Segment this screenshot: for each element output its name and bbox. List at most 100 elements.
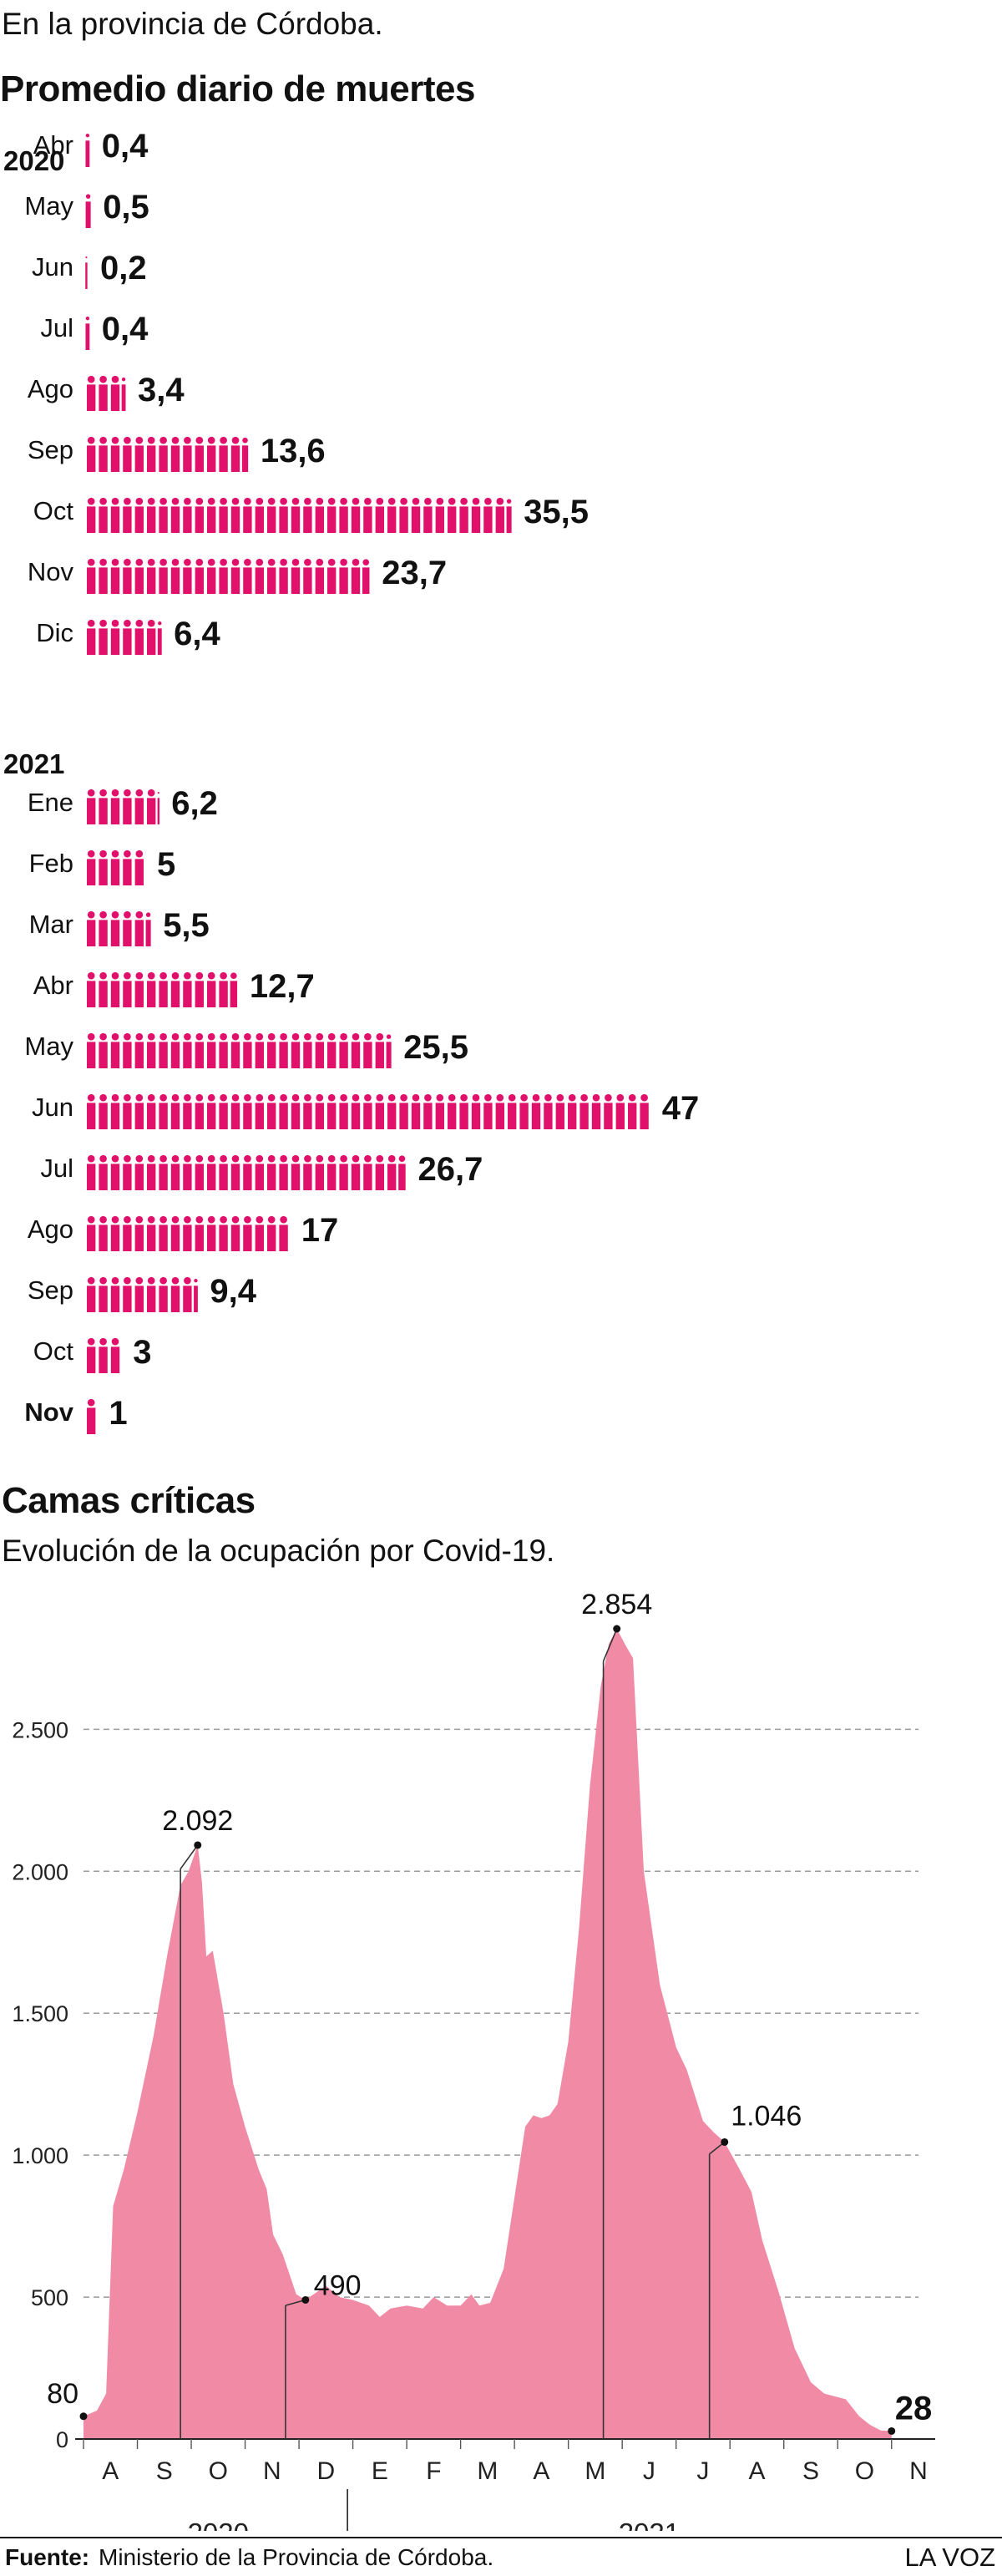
- year-label: 2021: [3, 748, 65, 779]
- intro-text: En la provincia de Córdoba.: [2, 7, 383, 41]
- bar-value-label: 26,7: [418, 1151, 483, 1188]
- bar: [87, 1093, 649, 1129]
- bar: [85, 316, 90, 350]
- bar-category-label: Mar: [28, 910, 73, 939]
- x-tick-label: F: [426, 2457, 441, 2485]
- annotation-dot: [194, 1841, 202, 1849]
- y-tick-label: 2.000: [12, 1859, 68, 1884]
- x-tick-label: O: [209, 2457, 228, 2485]
- bar-value-label: 13,6: [260, 433, 326, 469]
- annotation-label: 80: [47, 2378, 78, 2410]
- bar-value-label: 0,4: [101, 128, 149, 165]
- x-tick-label: N: [263, 2457, 281, 2485]
- x-tick-label: N: [909, 2457, 928, 2485]
- bar-value-label: 1: [109, 1395, 128, 1432]
- y-tick-label: 1.000: [12, 2143, 68, 2168]
- bar-category-label: Dic: [36, 618, 73, 647]
- bar-category-label: Ene: [27, 788, 73, 817]
- x-tick-label: S: [156, 2457, 173, 2485]
- x-tick-label: D: [316, 2457, 335, 2485]
- bar-value-label: 9,4: [210, 1273, 256, 1310]
- bar: [87, 910, 151, 946]
- annotation-label: 2.092: [162, 1805, 233, 1837]
- x-tick-label: E: [372, 2457, 388, 2485]
- bar-value-label: 12,7: [249, 968, 315, 1005]
- x-tick-label: A: [102, 2457, 119, 2485]
- bar: [87, 1032, 392, 1068]
- bar-category-label: Oct: [33, 496, 73, 525]
- bar-category-label: Jun: [32, 252, 73, 281]
- bar-category-label: Jun: [32, 1093, 73, 1122]
- bar: [87, 558, 370, 594]
- x-tick-label: A: [748, 2457, 765, 2485]
- annotation-dot: [888, 2426, 896, 2435]
- bar-category-label: Ago: [27, 374, 73, 403]
- beds-area-chart: 0 500 1.000 1.500 2.000 2.500 80 2.092 490 2.854 1…: [12, 1589, 935, 2531]
- bar-value-label: 6,4: [174, 616, 220, 652]
- annotation-leader: [180, 1844, 199, 1869]
- area-series: [84, 1629, 892, 2439]
- bar: [87, 1337, 120, 1373]
- footer-divider: [0, 2537, 1002, 2538]
- x-tick-label: A: [533, 2457, 549, 2485]
- y-tick-label: 500: [31, 2285, 68, 2310]
- bar-value-label: 5,5: [163, 907, 210, 944]
- bar-value-label: 17: [301, 1212, 339, 1249]
- year-label: 2020: [188, 2518, 249, 2531]
- annotation-label: 490: [314, 2269, 362, 2301]
- y-tick-label: 2.500: [12, 1717, 68, 1742]
- bar: [87, 436, 249, 472]
- x-tick-label: M: [584, 2457, 605, 2485]
- bar: [87, 1215, 288, 1251]
- bar-category-label: Ago: [27, 1214, 73, 1244]
- annotation-dot: [613, 1625, 621, 1633]
- bar: [87, 1276, 198, 1312]
- x-tick-label: M: [477, 2457, 498, 2485]
- bar-category-label: Oct: [33, 1336, 73, 1366]
- bar-category-label: Sep: [27, 1275, 73, 1305]
- annotation-label: 2.854: [581, 1589, 652, 1620]
- bar-category-label: Abr: [33, 130, 73, 160]
- source-text: Ministerio de la Provincia de Córdoba.: [99, 2544, 494, 2570]
- bar: [87, 971, 238, 1007]
- x-tick-label: O: [855, 2457, 874, 2485]
- beds-chart-subtitle: Evolución de la ocupación por Covid-19.: [2, 1534, 555, 1568]
- bar: [87, 1398, 96, 1434]
- year-label: 2021: [619, 2518, 680, 2531]
- bar-category-label: Jul: [40, 313, 73, 342]
- beds-chart-title: Camas críticas: [2, 1480, 256, 1521]
- bar: [85, 256, 88, 289]
- bar-category-label: Feb: [28, 849, 73, 878]
- bar-value-label: 47: [661, 1090, 700, 1127]
- bar-value-label: 23,7: [382, 555, 448, 591]
- bar: [87, 375, 126, 411]
- x-tick-label: S: [802, 2457, 819, 2485]
- bar-value-label: 0,4: [101, 311, 149, 347]
- bar-category-label: Abr: [33, 971, 73, 1000]
- bar-value-label: 3: [133, 1334, 152, 1371]
- bar-category-label: Sep: [27, 435, 73, 464]
- bar: [87, 1154, 406, 1190]
- y-tick-label: 1.500: [12, 2001, 68, 2026]
- annotation-label: 28: [895, 2390, 933, 2426]
- bar-value-label: 6,2: [171, 785, 218, 822]
- bar-value-label: 0,2: [100, 250, 147, 287]
- brand-logo-text: LA VOZ: [904, 2543, 995, 2572]
- bar-category-label: Jul: [40, 1154, 73, 1183]
- source-label: Fuente:: [5, 2544, 90, 2570]
- bar-category-label: May: [24, 1032, 73, 1061]
- x-tick-label: J: [696, 2457, 709, 2485]
- bar-value-label: 25,5: [403, 1029, 469, 1066]
- bar: [87, 849, 144, 885]
- year-label: 2020: [3, 145, 65, 176]
- bar: [87, 619, 162, 655]
- bar: [87, 497, 512, 533]
- annotation-leader: [602, 1628, 618, 1662]
- annotation-label: 1.046: [731, 2100, 802, 2132]
- bar-category-label: May: [24, 191, 73, 221]
- bar-category-label: Nov: [27, 557, 73, 586]
- bar: [85, 133, 90, 167]
- bar-value-label: 0,5: [103, 189, 149, 226]
- bar-value-label: 35,5: [524, 494, 590, 530]
- bar-value-label: 5: [157, 846, 176, 883]
